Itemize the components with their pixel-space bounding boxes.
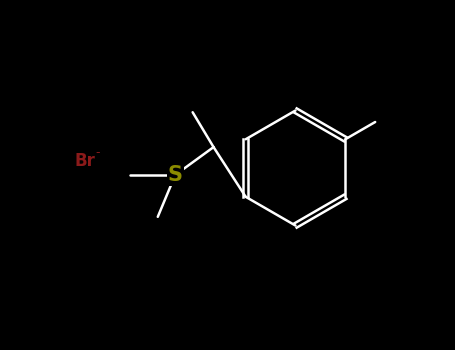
Text: -: - [96,146,100,159]
Text: S: S [168,165,183,185]
Text: Br: Br [74,152,95,170]
